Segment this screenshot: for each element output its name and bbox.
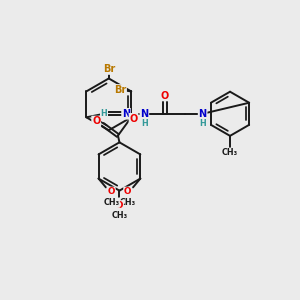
- Text: H: H: [100, 109, 107, 118]
- Text: CH₃: CH₃: [111, 211, 128, 220]
- Text: CH₃: CH₃: [222, 148, 238, 158]
- Text: Br: Br: [103, 64, 115, 74]
- Text: O: O: [116, 201, 123, 210]
- Text: O: O: [107, 187, 115, 196]
- Text: H: H: [199, 119, 206, 128]
- Text: O: O: [92, 116, 100, 126]
- Text: Br: Br: [114, 85, 126, 95]
- Text: O: O: [129, 114, 138, 124]
- Text: CH₃: CH₃: [120, 198, 136, 207]
- Text: CH₃: CH₃: [103, 198, 119, 207]
- Text: O: O: [161, 91, 169, 100]
- Text: O: O: [124, 187, 131, 196]
- Text: H: H: [141, 119, 148, 128]
- Text: N: N: [122, 109, 130, 119]
- Text: N: N: [199, 109, 207, 119]
- Text: N: N: [140, 109, 148, 119]
